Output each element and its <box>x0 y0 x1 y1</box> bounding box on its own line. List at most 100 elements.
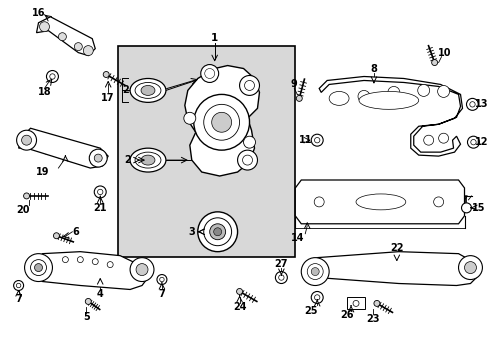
Circle shape <box>83 46 93 55</box>
Text: 24: 24 <box>232 302 246 312</box>
Circle shape <box>97 189 102 195</box>
Text: 17: 17 <box>101 93 115 103</box>
Circle shape <box>469 102 474 107</box>
Text: 2: 2 <box>122 85 129 95</box>
Circle shape <box>85 298 91 305</box>
Circle shape <box>357 90 369 102</box>
Text: 15: 15 <box>471 203 484 213</box>
Polygon shape <box>30 252 148 289</box>
Polygon shape <box>184 66 259 176</box>
Text: 11: 11 <box>298 135 311 145</box>
Circle shape <box>310 134 323 146</box>
Circle shape <box>301 258 328 285</box>
Circle shape <box>35 264 42 271</box>
Circle shape <box>431 59 437 66</box>
Circle shape <box>50 74 55 79</box>
Circle shape <box>62 257 68 262</box>
Circle shape <box>237 150 257 170</box>
Circle shape <box>373 301 379 306</box>
Circle shape <box>387 86 399 98</box>
Text: 13: 13 <box>474 99 487 109</box>
Circle shape <box>458 256 482 279</box>
Circle shape <box>236 288 242 294</box>
Circle shape <box>23 193 29 199</box>
Bar <box>118 46 295 257</box>
Text: 8: 8 <box>370 63 377 73</box>
Circle shape <box>332 93 345 104</box>
Text: 27: 27 <box>274 258 287 269</box>
Circle shape <box>373 197 383 207</box>
Circle shape <box>243 136 255 148</box>
Text: 10: 10 <box>437 48 450 58</box>
Circle shape <box>466 98 477 110</box>
Circle shape <box>17 130 37 150</box>
Circle shape <box>467 136 478 148</box>
Polygon shape <box>37 17 95 55</box>
Circle shape <box>107 262 113 267</box>
Text: 20: 20 <box>16 205 29 215</box>
Text: 12: 12 <box>474 137 487 147</box>
Circle shape <box>193 94 249 150</box>
Circle shape <box>310 292 323 303</box>
Circle shape <box>136 264 148 275</box>
Circle shape <box>14 280 23 291</box>
Ellipse shape <box>141 155 155 165</box>
Polygon shape <box>319 76 462 156</box>
Circle shape <box>464 262 475 274</box>
Circle shape <box>437 85 448 98</box>
Circle shape <box>211 112 231 132</box>
Polygon shape <box>306 252 477 285</box>
Polygon shape <box>295 180 464 224</box>
Text: 1: 1 <box>211 33 218 43</box>
Circle shape <box>203 104 239 140</box>
Circle shape <box>46 71 58 82</box>
Circle shape <box>470 139 475 145</box>
Text: 14: 14 <box>290 233 304 243</box>
Circle shape <box>244 81 254 90</box>
Circle shape <box>278 275 284 280</box>
Circle shape <box>103 72 109 77</box>
Circle shape <box>74 42 82 51</box>
Text: 18: 18 <box>38 87 51 98</box>
Circle shape <box>204 68 214 78</box>
Circle shape <box>310 267 319 275</box>
Text: 25: 25 <box>304 306 317 316</box>
Ellipse shape <box>328 91 348 105</box>
Text: 2: 2 <box>124 155 131 165</box>
Circle shape <box>423 135 433 145</box>
Circle shape <box>183 112 195 124</box>
Text: 9: 9 <box>290 80 297 89</box>
Circle shape <box>209 224 225 240</box>
Text: 19: 19 <box>36 167 49 177</box>
Text: 4: 4 <box>97 289 103 300</box>
Circle shape <box>306 264 323 279</box>
Circle shape <box>352 301 358 306</box>
Text: 23: 23 <box>366 314 379 324</box>
Circle shape <box>94 186 106 198</box>
Text: 5: 5 <box>83 312 89 322</box>
Circle shape <box>92 258 98 265</box>
Ellipse shape <box>130 78 165 102</box>
Circle shape <box>275 271 287 284</box>
Circle shape <box>53 233 60 239</box>
Circle shape <box>417 85 429 96</box>
Circle shape <box>40 22 49 32</box>
Circle shape <box>242 155 252 165</box>
Circle shape <box>16 283 21 288</box>
Circle shape <box>314 138 319 143</box>
Circle shape <box>314 197 324 207</box>
Text: 7: 7 <box>158 289 165 300</box>
Text: 3: 3 <box>188 227 195 237</box>
Circle shape <box>197 212 237 252</box>
Circle shape <box>433 197 443 207</box>
Ellipse shape <box>130 148 165 172</box>
Circle shape <box>94 154 102 162</box>
Bar <box>346 297 364 309</box>
Circle shape <box>77 257 83 262</box>
Circle shape <box>314 295 319 300</box>
Circle shape <box>296 95 302 102</box>
Text: 26: 26 <box>340 310 353 320</box>
Text: 6: 6 <box>72 227 79 237</box>
Ellipse shape <box>358 91 418 109</box>
Circle shape <box>201 64 218 82</box>
